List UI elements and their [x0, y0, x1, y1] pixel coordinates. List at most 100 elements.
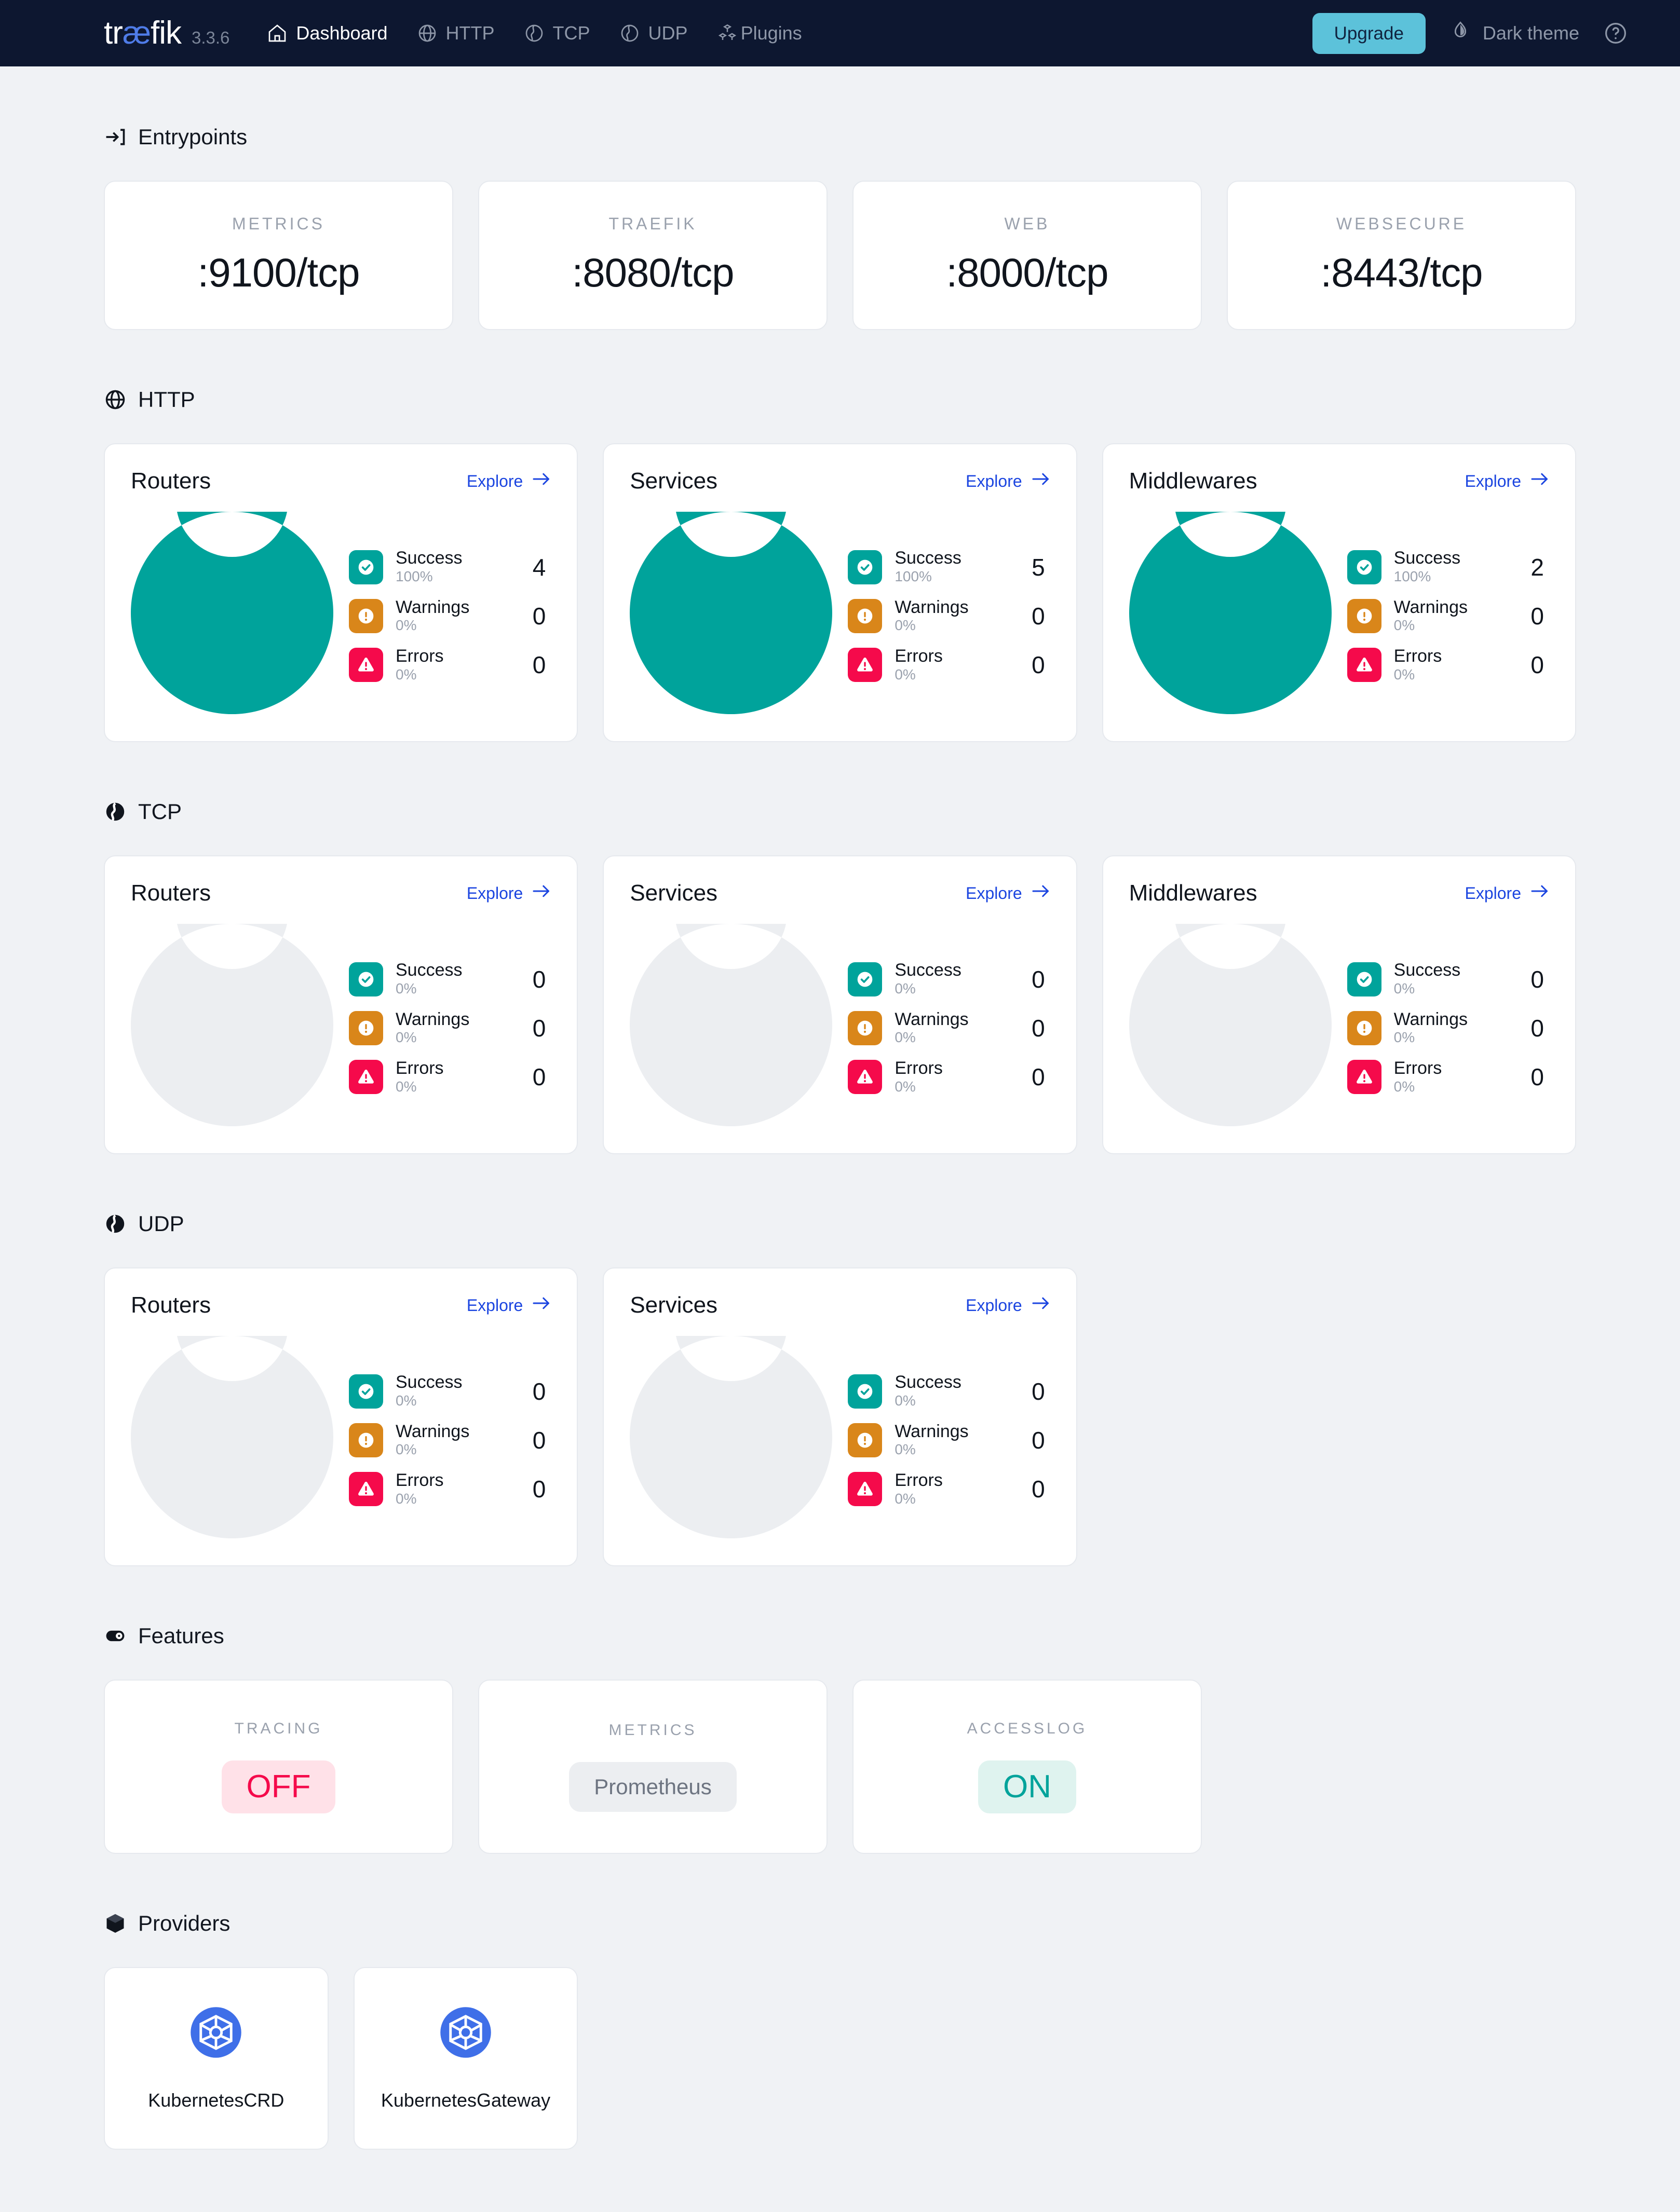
- header-actions: Upgrade Dark theme: [1312, 12, 1628, 54]
- alert-circle-icon: [848, 598, 883, 633]
- legend: Success 0% 0 Warnings 0% 0 Errors 0% 0: [349, 1367, 551, 1507]
- http-cards-grid: Routers Explore Success 100% 4 Warnings 0% 0 Err…: [104, 443, 1576, 742]
- nav-item-udp[interactable]: UDP: [619, 22, 688, 44]
- explore-label: Explore: [966, 471, 1022, 490]
- legend-percent: 0%: [396, 1078, 417, 1095]
- stat-card: Routers Explore Success 100% 4 Warnings 0% 0 Err…: [104, 443, 578, 742]
- entrypoint-address: :8000/tcp: [946, 250, 1109, 295]
- box-icon: [104, 1912, 127, 1935]
- entrypoint-address: :8443/tcp: [1320, 250, 1483, 295]
- legend-label: Success: [895, 960, 961, 980]
- legend-percent: 100%: [895, 568, 932, 584]
- explore-link[interactable]: Explore: [1465, 471, 1549, 491]
- legend-row: Warnings 0% 0: [349, 1010, 551, 1046]
- alert-triangle-icon: [1347, 648, 1381, 682]
- explore-link[interactable]: Explore: [966, 883, 1050, 903]
- check-circle-icon: [848, 962, 883, 996]
- alert-triangle-icon: [349, 1060, 383, 1095]
- entrypoint-address: :8080/tcp: [572, 250, 735, 295]
- feature-card-accesslog: ACCESSLOG ON: [852, 1680, 1202, 1854]
- check-circle-icon: [349, 962, 383, 996]
- entrypoint-card[interactable]: METRICS :9100/tcp: [104, 181, 453, 330]
- legend-percent: 0%: [396, 980, 417, 996]
- entrypoint-card[interactable]: TRAEFIK :8080/tcp: [478, 181, 828, 330]
- explore-label: Explore: [466, 883, 523, 903]
- udp-icon: [619, 23, 640, 44]
- provider-card[interactable]: KubernetesCRD: [104, 1967, 329, 2150]
- nav-item-tcp[interactable]: TCP: [524, 22, 590, 44]
- globe-icon: [417, 23, 438, 44]
- legend-row: Warnings 0% 0: [848, 1009, 1050, 1046]
- legend-row: Warnings 0% 0: [1347, 1010, 1549, 1046]
- legend-label: Warnings: [895, 1009, 969, 1029]
- donut-chart: [630, 924, 833, 1126]
- alert-circle-icon: [349, 598, 383, 633]
- legend-count: 0: [1032, 651, 1045, 679]
- tcp-icon: [524, 23, 545, 44]
- dark-theme-toggle[interactable]: Dark theme: [1449, 20, 1579, 47]
- legend-percent: 0%: [1393, 980, 1415, 996]
- nav-item-dashboard[interactable]: Dashboard: [267, 22, 388, 44]
- check-circle-icon: [848, 1374, 883, 1409]
- stat-card: Services Explore Success 0% 0 Warnings 0% 0 Erro…: [603, 1267, 1077, 1566]
- legend: Success 0% 0 Warnings 0% 0 Errors 0% 0: [1347, 955, 1549, 1095]
- legend-label: Success: [895, 548, 961, 568]
- alert-triangle-icon: [848, 1472, 883, 1507]
- entrypoint-card[interactable]: WEBSECURE :8443/tcp: [1227, 181, 1576, 330]
- plugins-icon: [717, 23, 738, 44]
- legend-percent: 0%: [396, 666, 417, 682]
- explore-link[interactable]: Explore: [467, 883, 551, 903]
- check-circle-icon: [848, 550, 883, 584]
- entrypoints-grid: METRICS :9100/tcp TRAEFIK :8080/tcp WEB …: [104, 181, 1576, 330]
- tcp-icon: [104, 800, 127, 823]
- legend-label: Errors: [396, 1058, 444, 1078]
- entrypoint-card[interactable]: WEB :8000/tcp: [852, 181, 1202, 330]
- legend-count: 0: [1032, 1426, 1045, 1454]
- legend-row: Success 100% 5: [848, 549, 1050, 584]
- legend-label: Errors: [895, 646, 943, 666]
- explore-link[interactable]: Explore: [467, 471, 551, 491]
- section-header-http: HTTP: [104, 387, 1576, 412]
- nav-item-plugins[interactable]: Plugins: [717, 22, 802, 44]
- section-header-providers: Providers: [104, 1911, 1576, 1936]
- section-title: Features: [138, 1623, 224, 1648]
- legend-count: 2: [1530, 553, 1544, 581]
- legend-label: Warnings: [1393, 597, 1468, 617]
- explore-link[interactable]: Explore: [966, 1295, 1050, 1315]
- explore-link[interactable]: Explore: [1465, 883, 1549, 903]
- alert-circle-icon: [848, 1011, 883, 1045]
- donut-chart: [1129, 512, 1332, 714]
- legend-row: Errors 0% 0: [848, 647, 1050, 682]
- help-circle-icon[interactable]: [1603, 21, 1628, 46]
- alert-circle-icon: [1347, 1011, 1381, 1045]
- check-circle-icon: [1347, 962, 1381, 996]
- legend-row: Warnings 0% 0: [349, 598, 551, 634]
- donut-chart: [630, 1336, 833, 1538]
- feature-status-badge: Prometheus: [569, 1762, 737, 1812]
- upgrade-button[interactable]: Upgrade: [1312, 12, 1426, 54]
- alert-triangle-icon: [848, 648, 883, 682]
- arrow-right-icon: [1032, 1295, 1050, 1315]
- legend-count: 0: [532, 1426, 546, 1454]
- provider-card[interactable]: KubernetesGateway: [353, 1967, 578, 2150]
- provider-name: KubernetesCRD: [148, 2090, 284, 2111]
- legend-percent: 0%: [895, 617, 916, 634]
- legend-count: 0: [1032, 1476, 1045, 1503]
- legend-percent: 0%: [396, 1490, 417, 1507]
- stat-card-title: Middlewares: [1129, 880, 1257, 906]
- alert-triangle-icon: [349, 648, 383, 682]
- nav-item-http[interactable]: HTTP: [417, 22, 495, 44]
- brand-logo[interactable]: træfik 3.3.6: [104, 17, 229, 49]
- entrypoint-label: WEBSECURE: [1336, 214, 1467, 233]
- udp-icon: [104, 1212, 127, 1235]
- features-grid: TRACING OFF METRICS Prometheus ACCESSLOG…: [104, 1680, 1576, 1854]
- legend-label: Success: [895, 1372, 961, 1392]
- donut-chart: [131, 512, 333, 714]
- explore-link[interactable]: Explore: [467, 1295, 551, 1315]
- legend-count: 0: [1032, 1063, 1045, 1091]
- explore-link[interactable]: Explore: [966, 471, 1050, 491]
- entrypoint-label: METRICS: [232, 214, 325, 233]
- explore-label: Explore: [966, 1295, 1022, 1315]
- legend-row: Errors 0% 0: [1347, 1059, 1549, 1095]
- alert-triangle-icon: [349, 1472, 383, 1507]
